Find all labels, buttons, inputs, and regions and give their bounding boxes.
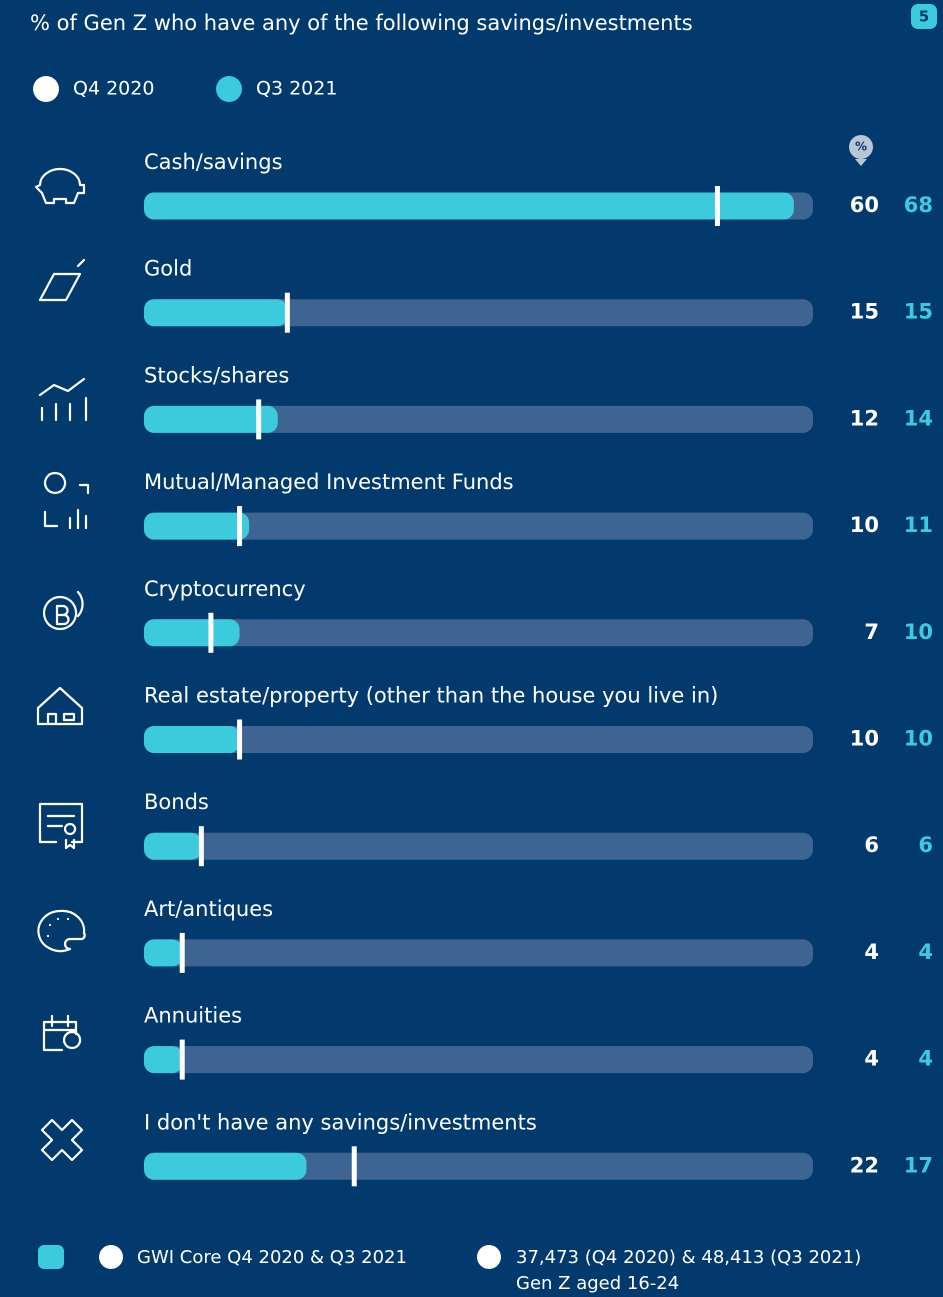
value-label: 4: [918, 1047, 933, 1071]
value-label: 17: [904, 1153, 933, 1177]
bar-track: [144, 1046, 813, 1074]
value-label: 14: [904, 406, 933, 430]
bar-track: [144, 939, 813, 967]
value-label: 7: [864, 620, 879, 644]
bar: [144, 405, 278, 433]
marker: [198, 826, 204, 867]
footer-sample: 37,473 (Q4 2020) & 48,413 (Q3 2021): [516, 1247, 861, 1268]
chart-title: % of Gen Z who have any of the following…: [30, 11, 693, 35]
bar: [144, 619, 240, 647]
bar: [144, 1152, 307, 1180]
category-icon: [38, 802, 84, 850]
category-icon: [42, 590, 84, 631]
bar: [144, 939, 183, 967]
value-label: 15: [904, 300, 933, 324]
bar: [144, 1046, 183, 1074]
value-label: 68: [904, 193, 933, 217]
category-icon: [38, 258, 86, 302]
footer-icon: [477, 1245, 501, 1269]
value-label: 11: [904, 513, 933, 537]
unit-badge-text: %: [855, 140, 867, 154]
footer: GWI Core Q4 2020 & Q3 2021 37,473 (Q4 20…: [38, 1245, 861, 1294]
category-icon: [36, 686, 84, 726]
category-icon: [34, 167, 86, 205]
marker: [284, 292, 290, 333]
value-label: 4: [864, 1047, 879, 1071]
value-label: 10: [904, 620, 933, 644]
value-label: 10: [850, 513, 879, 537]
bar-track: [144, 726, 813, 753]
marker: [237, 719, 243, 760]
value-label: 6: [864, 833, 879, 857]
footer-icon: [38, 1245, 64, 1269]
category-icon: [38, 377, 88, 422]
bar: [144, 192, 794, 220]
category-label: Annuities: [144, 1004, 242, 1028]
bar-track: [144, 512, 813, 540]
value-label: 4: [864, 940, 879, 964]
bar-track: [144, 299, 813, 327]
unit-badge: [849, 135, 873, 159]
category-icon: [42, 1014, 82, 1052]
category-label: Bonds: [144, 790, 209, 814]
marker: [714, 186, 720, 226]
footer-source: GWI Core Q4 2020 & Q3 2021: [137, 1247, 407, 1268]
marker: [351, 1146, 357, 1187]
category-icon: [43, 471, 90, 530]
category-label: Real estate/property (other than the hou…: [144, 684, 718, 708]
value-label: 10: [904, 727, 933, 751]
category-label: Gold: [144, 257, 192, 281]
footer-icon: [99, 1245, 123, 1269]
bar-track: [144, 832, 813, 860]
value-label: 60: [850, 193, 879, 217]
category-icon: [37, 909, 86, 953]
legend-label: Q3 2021: [256, 78, 337, 100]
legend-swatch: [33, 76, 59, 102]
legend-swatch: [216, 76, 242, 102]
value-label: 4: [918, 940, 933, 964]
category-label: Mutual/Managed Investment Funds: [144, 470, 514, 494]
bar-track: [144, 619, 813, 647]
marker: [237, 506, 243, 547]
category-label: Stocks/shares: [144, 363, 289, 387]
category-label: Cash/savings: [144, 150, 283, 174]
bar: [144, 512, 250, 540]
bar-track: [144, 1152, 813, 1180]
marker: [256, 399, 262, 440]
bar: [144, 299, 288, 327]
value-label: 22: [850, 1153, 879, 1177]
unit-badge-tip: [855, 159, 867, 166]
category-label: Cryptocurrency: [144, 577, 306, 601]
value-label: 15: [850, 300, 879, 324]
category-icon: [40, 1118, 84, 1162]
bar: [144, 726, 240, 753]
footer-sample: Gen Z aged 16-24: [516, 1273, 679, 1294]
category-label: Art/antiques: [144, 897, 273, 921]
category-label: I don't have any savings/investments: [144, 1110, 537, 1134]
bar: [144, 832, 202, 860]
marker: [208, 612, 214, 653]
page-number: 5: [919, 8, 929, 26]
bar-track: [144, 405, 813, 433]
value-label: 12: [850, 406, 879, 430]
value-label: 6: [918, 833, 933, 857]
legend-label: Q4 2020: [73, 78, 154, 100]
marker: [179, 1039, 185, 1080]
page-badge: [911, 4, 937, 29]
marker: [179, 932, 185, 973]
value-label: 10: [850, 727, 879, 751]
